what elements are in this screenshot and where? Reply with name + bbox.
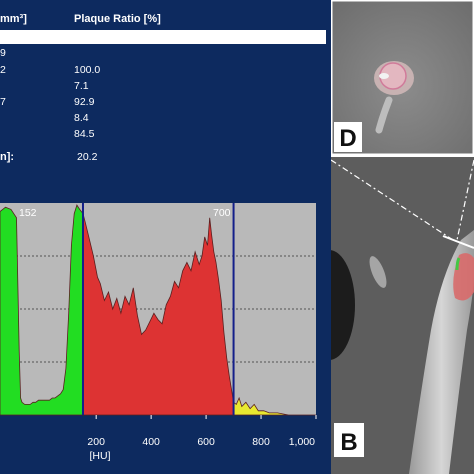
row-label: 2 (0, 64, 6, 76)
cross-section-marker (442, 235, 474, 249)
histogram-areas (0, 204, 316, 416)
plaque-ratio-column-header: Plaque Ratio [%] (74, 13, 161, 25)
panel-b: B (331, 157, 474, 474)
x-tick-label: 800 (252, 436, 270, 448)
panel-b-label: B (340, 429, 357, 456)
row-ratio: 100.0 (74, 64, 101, 76)
threshold-low-label: 152 (19, 207, 37, 219)
calcified-region (233, 396, 316, 416)
x-tick-label: 200 (87, 436, 105, 448)
x-tick-label: 600 (197, 436, 215, 448)
panel-d: D (331, 0, 474, 157)
low-density-region (0, 204, 84, 416)
x-axis-label: [HU] (90, 450, 111, 462)
row-label: 7 (0, 96, 6, 108)
x-tick-label: 1,000 (289, 436, 315, 448)
threshold-high-label: 700 (213, 207, 231, 219)
hu-histogram: 152 700 200 400 600 800 1,000 [HU] (0, 203, 317, 462)
volume-column-header: mm³] (0, 13, 27, 25)
row-ratio: 84.5 (74, 128, 95, 140)
small-vessel-segment (369, 256, 387, 288)
summary-value: 20.2 (77, 151, 98, 163)
threshold-lines (81, 203, 235, 415)
branch-vessel (375, 96, 393, 134)
plaque-analysis-panel: mm³] Plaque Ratio [%] 9 2 100.0 7.1 7 92… (0, 0, 331, 474)
ct-image-panels: D B (331, 0, 474, 474)
calcification-spot (379, 73, 389, 79)
selected-table-row[interactable] (0, 30, 326, 44)
fibrous-plaque-region (82, 213, 234, 416)
row-ratio: 92.9 (74, 96, 95, 108)
row-ratio: 8.4 (74, 112, 89, 124)
row-label: 9 (0, 47, 6, 59)
x-axis-ticks: 200 400 600 800 1,000 (87, 415, 317, 448)
plaque-green-edge (455, 257, 461, 271)
panel-d-label: D (339, 125, 356, 152)
dark-structure (331, 250, 355, 360)
summary-label: n]: (0, 151, 15, 163)
x-tick-label: 400 (142, 436, 160, 448)
leader-line-left (331, 159, 454, 241)
row-ratio: 7.1 (74, 80, 89, 92)
